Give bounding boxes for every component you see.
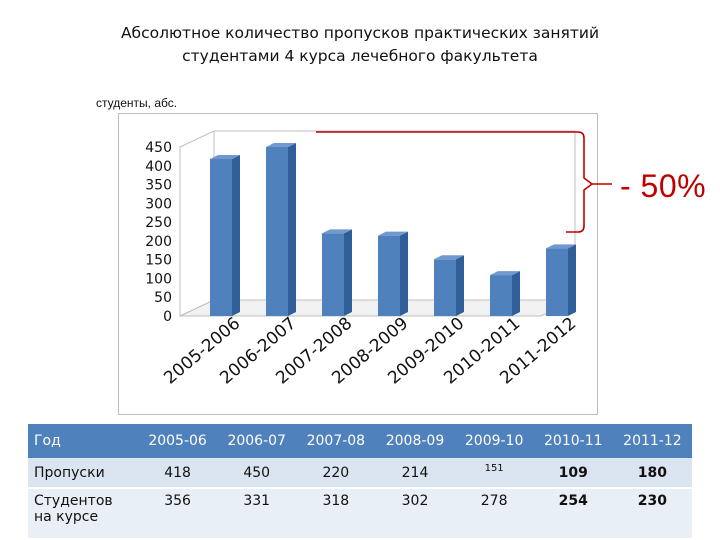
y-tick-label: 350 [145, 178, 172, 194]
reduction-label: - 50% [620, 168, 707, 204]
bar-side [512, 271, 520, 316]
bar [546, 248, 568, 316]
bar-side [288, 143, 296, 316]
bar-top [266, 143, 296, 147]
bar-top [378, 231, 408, 236]
table-cell: 214 [375, 458, 455, 489]
table-cell: 151 [454, 458, 534, 489]
table-header-cell: 2008-09 [375, 424, 455, 458]
table-cell: 318 [296, 488, 376, 538]
y-tick-label: 150 [145, 253, 172, 269]
units-label: студенты, абс. [96, 96, 178, 110]
x-axis-ticks: 2005-20062006-20072007-20082008-20092009… [160, 314, 580, 389]
reduction-bracket [316, 131, 612, 233]
bar-side [400, 231, 408, 316]
bar-top [490, 271, 520, 276]
table-cell: 254 [533, 488, 613, 538]
table-row-label: Пропуски [28, 458, 138, 489]
table-row-students: Студентов на курсе 356 331 318 302 278 2… [28, 488, 692, 538]
table-cell: 302 [375, 488, 455, 538]
y-tick-label: 100 [145, 271, 172, 287]
bar-top [434, 255, 464, 260]
table-cell: 331 [217, 488, 297, 538]
table-cell: 109 [533, 458, 613, 489]
bar-top [546, 244, 576, 249]
table-row-absences: Пропуски 418 450 220 214 151 109 180 [28, 458, 692, 489]
bar [210, 159, 232, 316]
table-header-cell: 2010-11 [533, 424, 613, 458]
side-wall [179, 130, 215, 317]
table-header-cell: 2009-10 [454, 424, 534, 458]
bar-top [322, 229, 352, 234]
bar-side [344, 229, 352, 316]
y-tick-label: 300 [145, 196, 172, 212]
bar [322, 233, 344, 316]
bars [210, 143, 576, 316]
table-row-label: Студентов на курсе [28, 488, 138, 538]
table-header-cell: 2006-07 [217, 424, 297, 458]
table-header-cell: 2007-08 [296, 424, 376, 458]
table-cell: 418 [138, 458, 218, 489]
y-tick-label: 50 [154, 290, 172, 306]
title-line-2: студентами 4 курса лечебного факультета [182, 47, 538, 65]
title-line-1: Абсолютное количество пропусков практиче… [120, 24, 600, 42]
table-header-cell: 2011-12 [612, 424, 692, 458]
table-cell: 278 [454, 488, 534, 538]
bar [378, 235, 400, 316]
chart-walls [179, 130, 576, 317]
bar-side [456, 255, 464, 316]
y-tick-label: 200 [145, 234, 172, 250]
table-header-cell: Год [28, 424, 138, 458]
table-cell: 450 [217, 458, 297, 489]
y-tick-label: 450 [145, 140, 172, 156]
table-cell: 180 [612, 458, 692, 489]
table-cell: 230 [612, 488, 692, 538]
y-tick-label: 250 [145, 215, 172, 231]
bar-top [210, 155, 240, 160]
bar [490, 275, 512, 316]
chart-title: Абсолютное количество пропусков практиче… [0, 22, 720, 68]
bar-side [232, 155, 240, 316]
bar [434, 259, 456, 316]
table-cell: 220 [296, 458, 376, 489]
table-cell: 356 [138, 488, 218, 538]
table-header-cell: 2005-06 [138, 424, 218, 458]
data-table: Год 2005-06 2006-07 2007-08 2008-09 2009… [28, 424, 692, 538]
y-axis-ticks: 450 400 350 300 250 200 150 100 50 0 [145, 140, 172, 325]
bar-side [568, 244, 576, 316]
bar [266, 147, 288, 316]
y-tick-label: 0 [163, 309, 172, 325]
table-header-row: Год 2005-06 2006-07 2007-08 2008-09 2009… [28, 424, 692, 458]
y-tick-label: 400 [145, 159, 172, 175]
